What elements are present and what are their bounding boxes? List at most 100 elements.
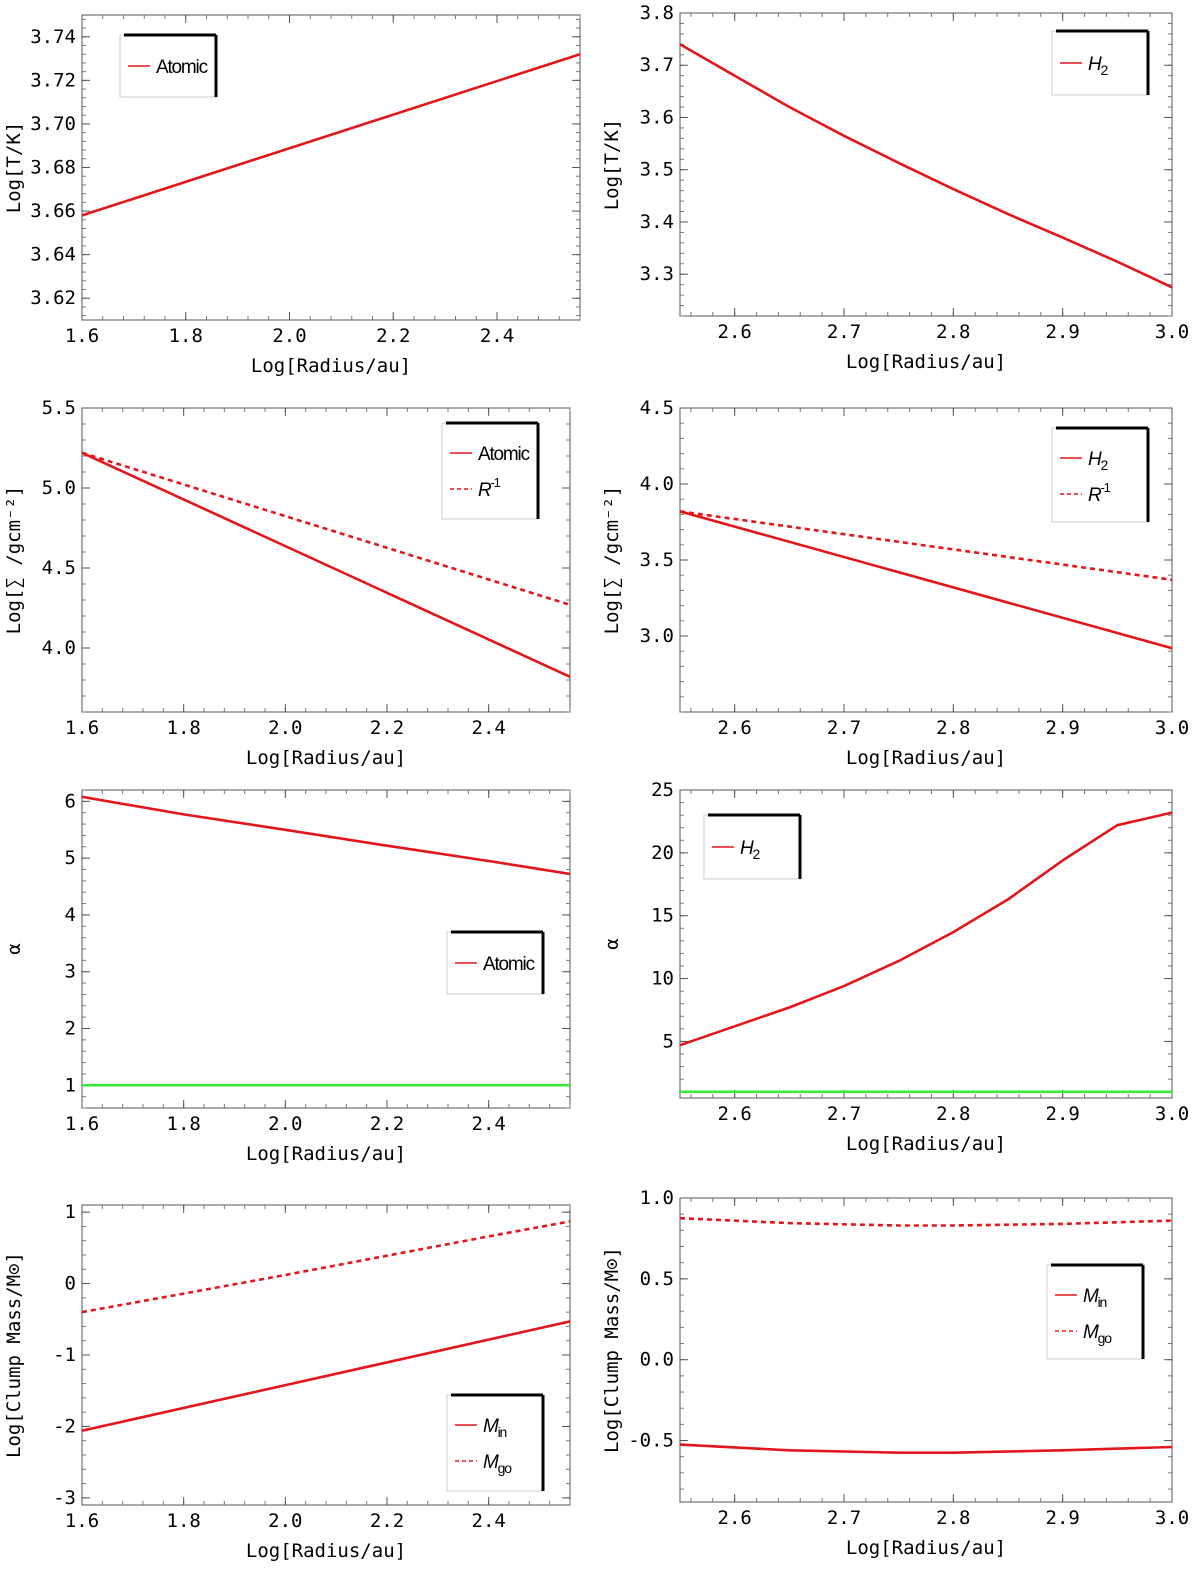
series-line-1 [680, 43, 1172, 289]
y-tick-label: 3.62 [30, 287, 76, 309]
y-tick-label: 3.4 [640, 211, 674, 233]
x-tick-label: 1.6 [65, 1510, 99, 1532]
x-tick-label: 2.9 [1046, 1103, 1080, 1125]
x-tick-label: 2.9 [1046, 1507, 1080, 1529]
chart-panel-8: 2.6 2.7 2.8 2.9 3.0 -0.5 0.0 0.5 1.0 Log[Radius/a… [601, 1187, 1189, 1559]
chart-panel-5: 1.6 1.8 2.0 2.2 2.4 1 2 3 4 5 6 Log[Radius/au] α Atom… [3, 789, 571, 1165]
y-tick-label: 4.0 [640, 473, 674, 495]
y-tick-label: -0.5 [628, 1430, 674, 1452]
x-tick-label: 3.0 [1155, 1507, 1189, 1529]
x-tick-label: 3.0 [1155, 717, 1189, 739]
x-tick-label: 2.4 [480, 325, 514, 347]
series-line-1 [680, 811, 1172, 1047]
y-axis-label: α [3, 943, 25, 954]
plot-frame [679, 789, 1173, 1099]
y-tick-label: 1 [65, 1074, 76, 1096]
y-tick-label: 5.5 [42, 397, 76, 419]
x-axis-label: Log[Radius/au] [251, 355, 411, 377]
y-tick-label: -1 [53, 1344, 76, 1366]
x-tick-label: 2.9 [1046, 717, 1080, 739]
series-line-2 [82, 1220, 570, 1314]
legend-label: H2 [1088, 449, 1109, 473]
y-tick-label: 5.0 [42, 477, 76, 499]
legend: Atomic [446, 930, 545, 995]
y-axis-label: Log[∑ /gcm⁻²] [601, 486, 623, 635]
legend: Atomic [119, 33, 218, 98]
series-line-1 [82, 795, 570, 876]
chart-panel-1: 1.6 1.8 2.0 2.2 2.4 3.62 3.64 3.66 3.68 3.70 3.72 3… [3, 14, 581, 377]
y-tick-label: 3.64 [30, 244, 76, 266]
legend-label: Atomic [483, 954, 535, 975]
legend-label: Mgo [483, 1452, 512, 1476]
y-axis-label: Log[T/K] [601, 119, 623, 211]
x-tick-label: 2.6 [718, 1103, 752, 1125]
y-tick-label: 4.5 [640, 397, 674, 419]
y-axis-label: Log[∑ /gcm⁻²] [3, 486, 25, 635]
y-tick-label: 6 [65, 790, 76, 812]
legend: H2 [703, 813, 802, 880]
x-tick-label: 2.6 [718, 717, 752, 739]
y-tick-label: 0 [65, 1273, 76, 1295]
series-line-1 [82, 451, 570, 678]
series-line-1 [82, 1320, 570, 1432]
chart-panel-6: 2.6 2.7 2.8 2.9 3.0 5 10 15 20 25 Log[Radius/au] α H… [601, 779, 1189, 1155]
y-tick-label: 3.68 [30, 157, 76, 179]
y-tick-label: 4.5 [42, 557, 76, 579]
legend-label: Mgo [1083, 1322, 1112, 1346]
series-line-1 [680, 510, 1172, 650]
y-tick-label: 3.8 [640, 2, 674, 24]
y-tick-label: 25 [651, 779, 674, 801]
y-tick-label: 3.3 [640, 263, 674, 285]
series-line-1 [680, 1443, 1172, 1454]
x-axis-label: Log[Radius/au] [246, 747, 406, 769]
legend-label: Min [483, 1416, 507, 1440]
x-tick-label: 1.8 [167, 1113, 201, 1135]
series-line-2 [82, 451, 570, 607]
y-tick-label: 3.0 [640, 625, 674, 647]
chart-panel-2: 2.6 2.7 2.8 2.9 3.0 3.3 3.4 3.5 3.6 3.7 3.8 Log[Rad… [601, 2, 1189, 373]
chart-panel-3: 1.6 1.8 2.0 2.2 2.4 4.0 4.5 5.0 5.5 Log[Radius/au… [3, 397, 571, 769]
x-tick-label: 2.7 [827, 321, 861, 343]
y-tick-label: 3.5 [640, 549, 674, 571]
x-tick-label: 2.9 [1046, 321, 1080, 343]
y-tick-label: 3.6 [640, 106, 674, 128]
chart-panel-4: 2.6 2.7 2.8 2.9 3.0 3.0 3.5 4.0 4.5 Log[Radius/au… [601, 397, 1189, 769]
legend-label: H2 [1088, 54, 1109, 78]
legend: Atomic R-1 [441, 421, 540, 520]
x-axis-label: Log[Radius/au] [246, 1143, 406, 1165]
x-axis-label: Log[Radius/au] [846, 1133, 1006, 1155]
x-tick-label: 2.8 [936, 321, 970, 343]
series-line-2 [680, 1216, 1172, 1227]
x-tick-label: 2.2 [376, 325, 410, 347]
y-axis-label: Log[Clump Mass/M⊙] [601, 1247, 623, 1453]
x-tick-label: 2.4 [472, 1113, 506, 1135]
y-axis-label: Log[Clump Mass/M⊙] [3, 1252, 25, 1458]
x-tick-label: 1.8 [169, 325, 203, 347]
y-tick-label: 5 [663, 1030, 674, 1052]
x-tick-label: 1.6 [65, 717, 99, 739]
plot-frame [679, 1197, 1173, 1503]
legend: H2 [1051, 29, 1150, 96]
y-tick-label: 3.72 [30, 69, 76, 91]
x-tick-label: 1.6 [65, 325, 99, 347]
y-tick-label: 4.0 [42, 637, 76, 659]
legend-label: R-1 [478, 475, 501, 501]
x-axis-label: Log[Radius/au] [846, 351, 1006, 373]
legend-label: R-1 [1088, 480, 1111, 506]
y-tick-label: 3 [65, 961, 76, 983]
y-tick-label: 1.0 [640, 1187, 674, 1209]
y-axis-label: Log[T/K] [3, 122, 25, 214]
x-tick-label: 1.8 [167, 717, 201, 739]
x-tick-label: 2.6 [718, 1507, 752, 1529]
plot-frame [679, 12, 1173, 317]
chart-panel-7: 1.6 1.8 2.0 2.2 2.4 -3 -2 -1 0 1 Log[Radius/au] Log… [3, 1201, 571, 1562]
x-tick-label: 2.2 [370, 1510, 404, 1532]
x-tick-label: 2.7 [827, 717, 861, 739]
x-tick-label: 3.0 [1155, 1103, 1189, 1125]
y-tick-label: 1 [65, 1201, 76, 1223]
legend-label: Min [1083, 1286, 1107, 1310]
x-axis-label: Log[Radius/au] [846, 1537, 1006, 1559]
x-tick-label: 2.2 [370, 717, 404, 739]
y-tick-label: 15 [651, 905, 674, 927]
